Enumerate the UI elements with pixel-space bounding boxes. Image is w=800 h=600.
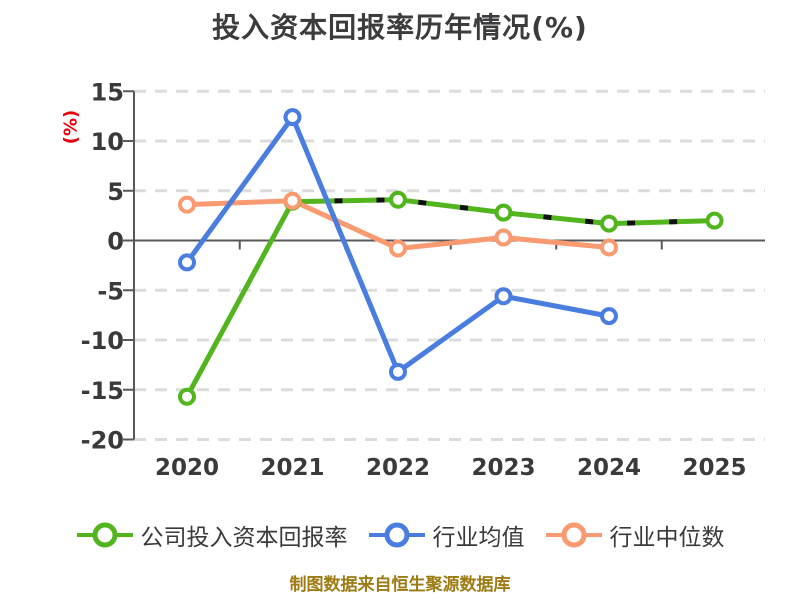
point-industry_median-2024 <box>600 238 618 257</box>
legend-marker-industry_median-icon <box>545 522 602 548</box>
legend-marker-company-icon <box>76 522 133 548</box>
point-company-2025 <box>705 211 724 230</box>
point-industry_median-2020 <box>178 195 196 214</box>
point-industry_mean-2020 <box>178 253 196 272</box>
y-tick-label: 15 <box>91 78 124 106</box>
point-industry_mean-2024 <box>600 307 618 326</box>
gridlines <box>134 89 765 441</box>
legend-ring-sample <box>384 522 409 548</box>
y-tick-label: 0 <box>107 228 124 256</box>
y-tick-labels: 15 10 5 0 -5 -10 -15 -20 <box>81 78 124 454</box>
y-tick-label: -10 <box>81 327 124 355</box>
x-tick-label: 2023 <box>471 455 535 481</box>
y-tick-label: -15 <box>81 377 124 405</box>
point-industry_median-2023 <box>494 228 513 247</box>
x-tick-label: 2024 <box>577 455 641 481</box>
y-tick-label: 10 <box>91 128 124 156</box>
chart-legend: 公司投入资本回报率 行业均值 行业中位数 <box>0 518 800 552</box>
legend-marker-industry_mean-icon <box>368 522 425 548</box>
data-source-caption: 制图数据来自恒生聚源数据库 <box>289 575 511 595</box>
legend-item-company: 公司投入资本回报率 <box>76 518 348 552</box>
legend-label: 行业均值 <box>432 525 525 551</box>
legend-ring-sample <box>92 522 117 548</box>
chart-title: 投入资本回报率历年情况(%) <box>212 11 588 44</box>
point-industry_mean-2022 <box>389 362 407 381</box>
point-industry_median-2022 <box>389 239 407 258</box>
legend-label: 行业中位数 <box>609 525 725 551</box>
company-roic-line <box>184 197 717 400</box>
legend-item-industry_mean: 行业均值 <box>368 518 525 552</box>
y-tick-label: 5 <box>107 178 124 206</box>
legend-label: 公司投入资本回报率 <box>140 525 348 551</box>
point-company-2024 <box>600 214 618 233</box>
axes <box>123 90 765 441</box>
legend-ring-sample <box>561 522 586 548</box>
x-tick-label: 2020 <box>155 455 219 481</box>
point-company-2023 <box>494 203 513 222</box>
x-tick-label: 2022 <box>366 455 430 481</box>
x-tick-labels: 2020 2021 2022 2023 2024 2025 <box>155 455 747 481</box>
x-tick-label: 2021 <box>260 455 324 481</box>
legend-item-industry_median: 行业中位数 <box>545 518 725 552</box>
point-industry_mean-2021 <box>283 108 302 127</box>
x-tick-label: 2025 <box>682 455 746 481</box>
point-company-2022 <box>389 190 407 209</box>
point-company-2020 <box>178 387 196 406</box>
point-industry_median-2021 <box>283 191 302 210</box>
point-industry_mean-2023 <box>494 287 513 306</box>
y-tick-label: -5 <box>97 277 124 305</box>
data-point-markers <box>178 108 724 406</box>
y-tick-label: -20 <box>81 427 124 455</box>
